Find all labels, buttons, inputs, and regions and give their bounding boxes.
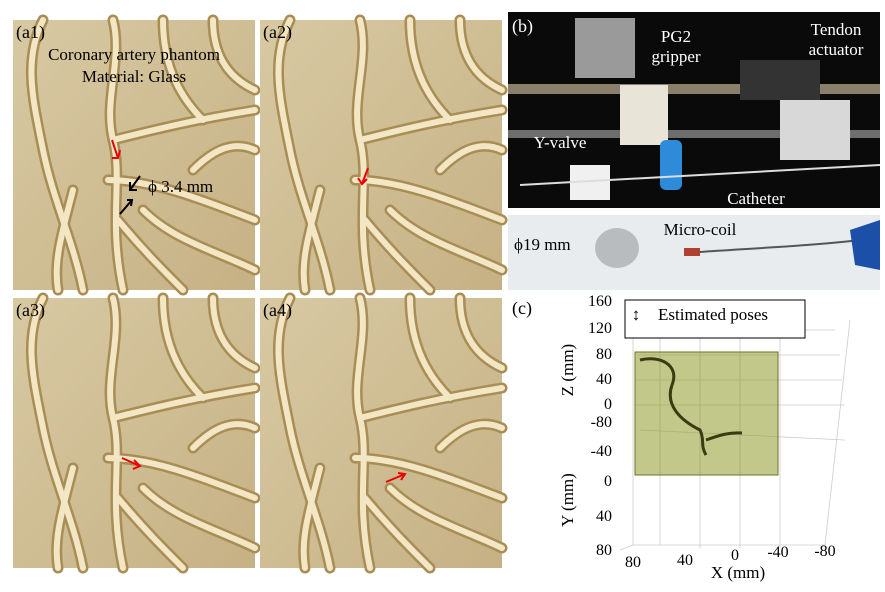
phantom-photo <box>260 298 502 568</box>
catheter-label: Catheter <box>727 189 785 208</box>
z-tick-label: 40 <box>596 371 612 388</box>
material: Material: Glass <box>82 67 186 86</box>
x-tick-label: -40 <box>767 544 788 561</box>
actuator-label: Tendon <box>811 20 862 39</box>
arrow <box>121 457 142 470</box>
x-axis-label: X (mm) <box>711 563 765 582</box>
y-tick-label: -80 <box>591 414 612 431</box>
panel-label: (a1) <box>16 22 45 43</box>
z-tick-label: 0 <box>604 396 612 413</box>
legend-icon: ↕ <box>632 305 641 324</box>
panel-label: (c) <box>512 298 532 319</box>
y-tick-label: 80 <box>596 542 612 559</box>
diameter-label: ϕ 3.4 mm <box>148 177 213 196</box>
y-tick-label: -40 <box>591 443 612 460</box>
arrow <box>129 175 141 191</box>
y-tick-label: 40 <box>596 508 612 525</box>
arrow <box>111 139 121 159</box>
pose-curve <box>639 357 743 456</box>
x-tick-label: 40 <box>677 552 693 569</box>
plane <box>634 351 779 476</box>
coil-label: Micro-coil <box>664 220 737 239</box>
x-tick-label: 80 <box>625 554 641 571</box>
y-tick-label: 0 <box>604 473 612 490</box>
phantom-photo <box>260 20 502 290</box>
robot-photo <box>508 12 881 208</box>
x-tick-label: 0 <box>731 547 739 564</box>
phantom-title: Coronary artery phantom <box>48 45 220 64</box>
legend <box>624 299 806 339</box>
legend-label: Estimated poses <box>658 305 768 324</box>
y-axis-label: Y (mm) <box>558 473 577 527</box>
valve-label: Y-valve <box>534 133 587 152</box>
panel-label: (a3) <box>16 300 45 321</box>
gripper-label: gripper <box>651 47 700 66</box>
actuator-label: actuator <box>809 40 864 59</box>
phantom-photo <box>13 298 255 568</box>
z-tick-label: 160 <box>588 293 612 310</box>
z-tick-label: 120 <box>588 320 612 337</box>
arrow <box>357 167 369 186</box>
gripper-label: PG2 <box>661 27 691 46</box>
x-tick-label: -80 <box>814 543 835 560</box>
coil-photo <box>508 215 880 290</box>
coin-label: ϕ19 mm <box>514 235 571 254</box>
arrow <box>385 472 407 483</box>
panel-label: (a2) <box>263 22 292 43</box>
panel-label: (a4) <box>263 300 292 321</box>
panel-label: (b) <box>512 16 533 37</box>
z-axis-label: Z (mm) <box>558 344 577 396</box>
arrow <box>119 199 134 215</box>
z-tick-label: 80 <box>596 346 612 363</box>
